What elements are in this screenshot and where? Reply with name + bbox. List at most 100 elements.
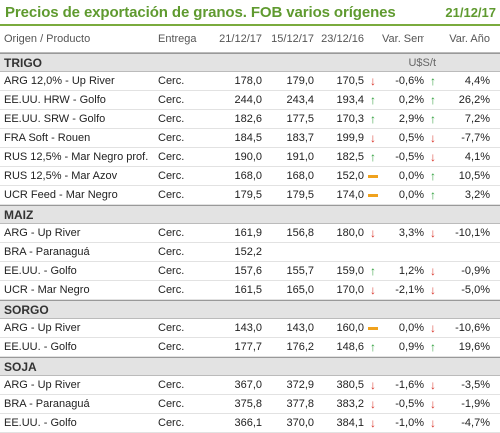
report-date: 21/12/17 — [445, 4, 496, 20]
price-date2-cell: 165,0 — [286, 284, 314, 296]
col-header-product: Origen / Producto — [4, 33, 91, 45]
delivery-cell: Cerc. — [158, 94, 185, 106]
arrow-down-icon: ↓ — [430, 226, 436, 240]
delivery-cell: Cerc. — [158, 417, 185, 429]
arrow-down-icon: ↓ — [430, 150, 436, 164]
price-date3-cell: 148,6 — [336, 341, 364, 353]
var-ano-cell: 26,2% — [458, 94, 490, 106]
delivery-cell: Cerc. — [158, 132, 185, 144]
table-body: TRIGO U$S/t ARG 12,0% - Up River Cerc. 178,0… — [0, 53, 500, 433]
price-date1-cell: 367,0 — [234, 379, 262, 391]
delivery-cell: Cerc. — [158, 341, 185, 353]
var-sem-cell: 0,0% — [398, 170, 424, 182]
col-header-var-sem: Var. Sem. — [382, 33, 424, 45]
table-row: ARG - Up River Cerc. 161,9 156,8 180,0 ↓ 3,3% ↓… — [0, 224, 500, 243]
product-cell: EE.UU. SRW - Golfo — [4, 113, 106, 125]
arrow-up-icon: ↑ — [370, 112, 376, 126]
no-change-icon — [364, 189, 382, 201]
table-row: EE.UU. SRW - Golfo Cerc. 182,6 177,5 170,3 ↑ 2… — [0, 110, 500, 129]
price-date3-cell: 170,3 — [336, 113, 364, 125]
var-sem-cell: 3,3% — [398, 227, 424, 239]
price-date2-cell: 377,8 — [286, 398, 314, 410]
arrow-down-icon: ↓ — [430, 264, 436, 278]
var-sem-cell: -0,5% — [395, 151, 424, 163]
col-header-delivery: Entrega — [158, 33, 197, 45]
var-ano-cell: -3,5% — [461, 379, 490, 391]
col-header-date3: 23/12/16 — [321, 33, 364, 45]
arrow-up-icon: ↑ — [370, 93, 376, 107]
var-ano-cell: 4,4% — [464, 75, 490, 87]
arrow-down-icon: ↓ — [430, 321, 436, 335]
product-cell: FRA Soft - Rouen — [4, 132, 91, 144]
product-cell: ARG - Up River — [4, 379, 81, 391]
var-sem-cell: 0,2% — [398, 94, 424, 106]
arrow-up-icon: ↑ — [430, 169, 436, 183]
page-title: Precios de exportación de granos. FOB va… — [5, 3, 396, 21]
price-date2-cell: 179,5 — [286, 189, 314, 201]
table-row: UCR Feed - Mar Negro Cerc. 179,5 179,5 174,0… — [0, 186, 500, 205]
price-date3-cell: 380,5 — [336, 379, 364, 391]
arrow-up-icon: ↑ — [430, 112, 436, 126]
arrow-down-icon: ↓ — [370, 226, 376, 240]
var-sem-cell: 0,9% — [398, 341, 424, 353]
price-date3-cell: 383,2 — [336, 398, 364, 410]
product-cell: BRA - Paranaguá — [4, 246, 90, 258]
delivery-cell: Cerc. — [158, 284, 185, 296]
price-date1-cell: 161,5 — [234, 284, 262, 296]
delivery-cell: Cerc. — [158, 246, 185, 258]
section-header: SOJA — [0, 357, 500, 376]
price-date3-cell: 170,0 — [336, 284, 364, 296]
product-cell: ARG - Up River — [4, 227, 81, 239]
column-header-row: Origen / Producto Entrega 21/12/17 15/12… — [0, 26, 500, 53]
price-date1-cell: 182,6 — [234, 113, 262, 125]
var-ano-cell: -4,7% — [461, 417, 490, 429]
price-date1-cell: 179,5 — [234, 189, 262, 201]
delivery-cell: Cerc. — [158, 151, 185, 163]
arrow-down-icon: ↓ — [370, 378, 376, 392]
price-date2-cell: 177,5 — [286, 113, 314, 125]
price-date2-cell: 168,0 — [286, 170, 314, 182]
var-ano-cell: -0,9% — [461, 265, 490, 277]
table-row: BRA - Paranaguá Cerc. 375,8 377,8 383,2 ↓ -0,5… — [0, 395, 500, 414]
price-date2-cell: 191,0 — [286, 151, 314, 163]
no-change-icon — [364, 170, 382, 182]
price-date1-cell: 168,0 — [234, 170, 262, 182]
arrow-down-icon: ↓ — [370, 131, 376, 145]
var-ano-cell: 3,2% — [464, 189, 490, 201]
arrow-down-icon: ↓ — [430, 416, 436, 430]
price-date2-cell: 156,8 — [286, 227, 314, 239]
col-header-var-ano: Var. Año — [449, 33, 490, 45]
arrow-down-icon: ↓ — [430, 378, 436, 392]
product-cell: UCR Feed - Mar Negro — [4, 189, 118, 201]
arrow-up-icon: ↑ — [430, 340, 436, 354]
price-date2-cell: 143,0 — [286, 322, 314, 334]
table-row: BRA - Paranaguá Cerc. 152,2 — [0, 243, 500, 262]
price-date1-cell: 366,1 — [234, 417, 262, 429]
var-ano-cell: 19,6% — [458, 341, 490, 353]
var-sem-cell: 2,9% — [398, 113, 424, 125]
price-date1-cell: 143,0 — [234, 322, 262, 334]
var-sem-cell: -2,1% — [395, 284, 424, 296]
table-row: ARG - Up River Cerc. 143,0 143,0 160,0 0,0% ↓ -… — [0, 319, 500, 338]
price-date2-cell: 243,4 — [286, 94, 314, 106]
var-ano-cell: -10,6% — [455, 322, 490, 334]
price-date1-cell: 157,6 — [234, 265, 262, 277]
var-sem-cell: 0,5% — [398, 132, 424, 144]
price-date2-cell: 372,9 — [286, 379, 314, 391]
arrow-down-icon: ↓ — [430, 131, 436, 145]
price-date3-cell: 199,9 — [336, 132, 364, 144]
price-date1-cell: 177,7 — [234, 341, 262, 353]
price-date1-cell: 190,0 — [234, 151, 262, 163]
table-row: EE.UU. - Golfo Cerc. 177,7 176,2 148,6 ↑ 0,9% ↑… — [0, 338, 500, 357]
section-label: TRIGO — [4, 55, 42, 70]
product-cell: RUS 12,5% - Mar Negro prof. — [4, 151, 149, 163]
price-date1-cell: 375,8 — [234, 398, 262, 410]
arrow-up-icon: ↑ — [370, 150, 376, 164]
price-date3-cell: 384,1 — [336, 417, 364, 429]
var-sem-cell: -0,6% — [395, 75, 424, 87]
unit-label: U$S/t — [408, 56, 436, 69]
section-label: MAIZ — [4, 207, 34, 222]
var-sem-cell: -0,5% — [395, 398, 424, 410]
table-row: FRA Soft - Rouen Cerc. 184,5 183,7 199,9 ↓ 0,5… — [0, 129, 500, 148]
product-cell: EE.UU. - Golfo — [4, 417, 77, 429]
